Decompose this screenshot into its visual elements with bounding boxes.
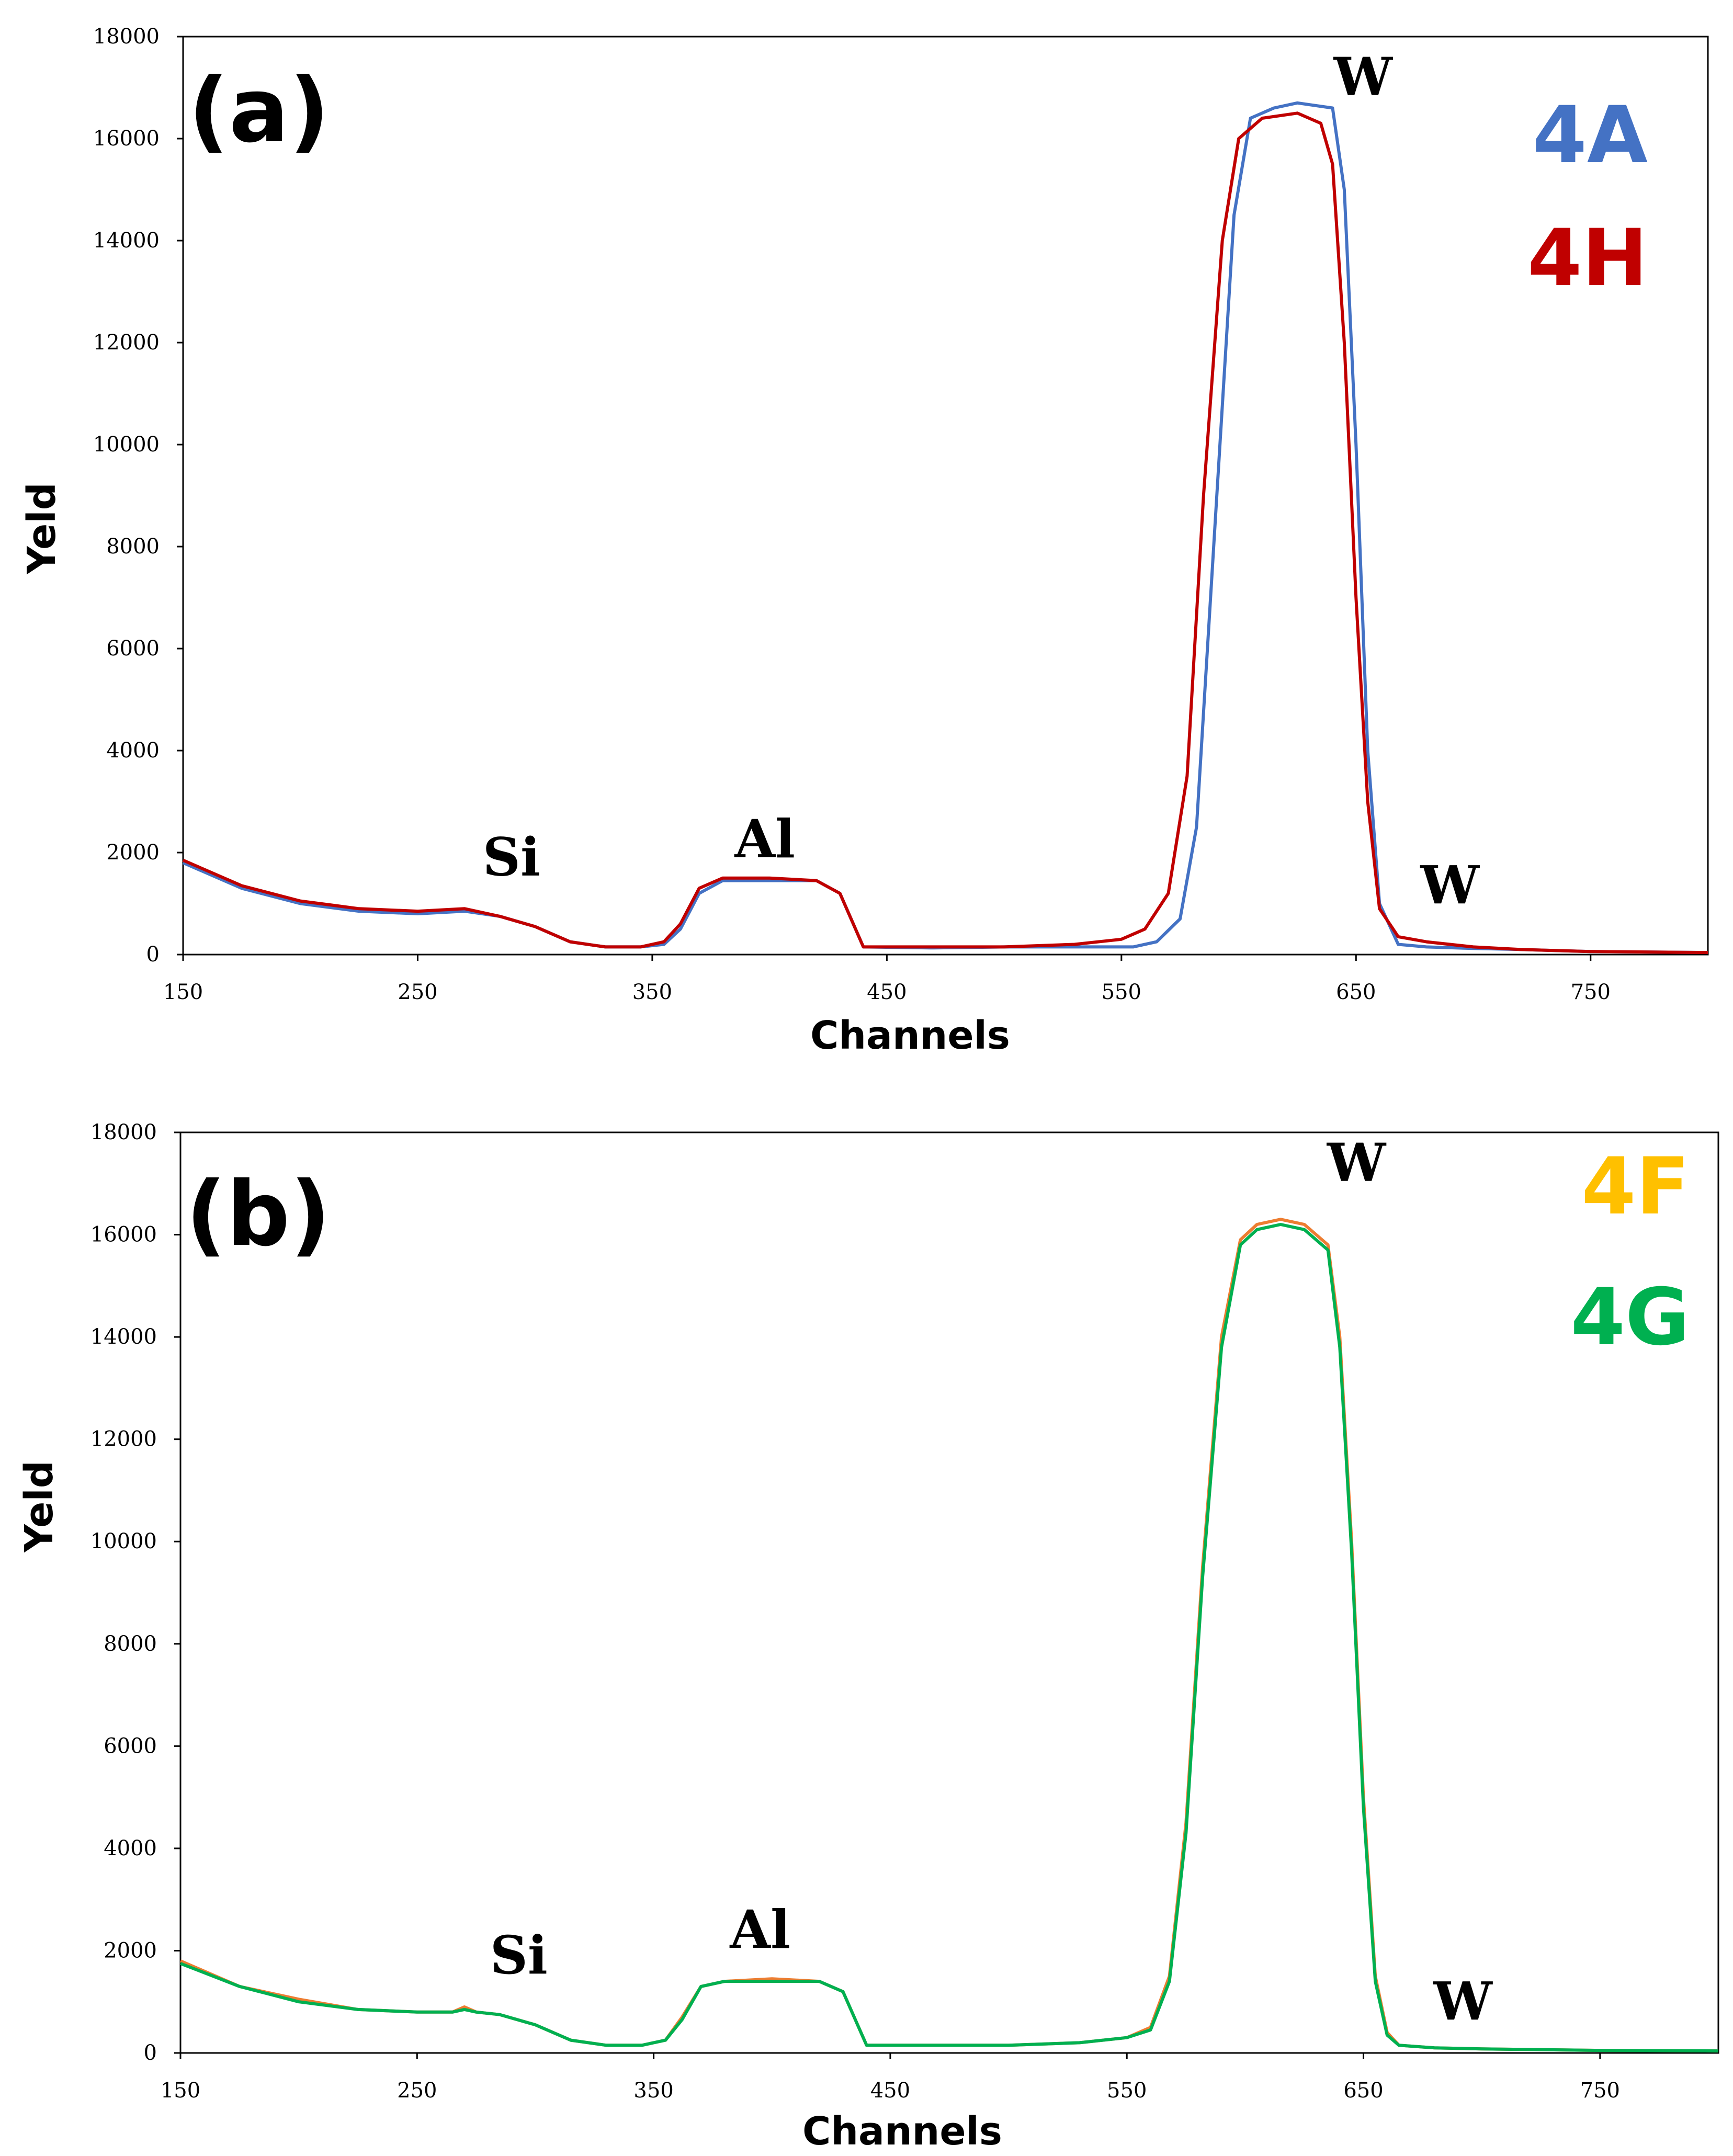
x-tick-label: 450: [867, 980, 907, 1004]
annotations: Si Al W W: [490, 1131, 1493, 2032]
plot-frame: [179, 1131, 1719, 2054]
x-tick-label: 150: [163, 980, 203, 1004]
y-axis-title: Yeld: [19, 482, 64, 574]
element-label-w: W: [1333, 46, 1394, 108]
panel-label: (a): [188, 59, 330, 163]
x-tick-label: 550: [1107, 2079, 1147, 2103]
y-tick-label: 16000: [93, 127, 160, 151]
y-tick-label: 18000: [90, 1120, 157, 1144]
y-tick-label: 12000: [93, 331, 160, 355]
x-tick-label: 650: [1343, 2079, 1383, 2103]
series-lines: [182, 101, 1708, 955]
x-tick-label: 450: [870, 2079, 910, 2103]
y-axis-title: Yeld: [17, 1460, 62, 1552]
y-tick-label: 14000: [90, 1325, 157, 1349]
element-label-al: Al: [729, 1899, 790, 1960]
series-lines: [179, 1218, 1719, 2053]
element-label-w: W: [1433, 1970, 1493, 2032]
x-tick-label: 250: [398, 980, 437, 1004]
y-tick-label: 18000: [93, 25, 160, 49]
element-label-si: Si: [490, 1924, 548, 1986]
x-tick-label: 750: [1580, 2079, 1620, 2103]
chart-panel-b: 0 2000 4000 6000 8000 10000 12000 14000 16000 180…: [17, 1120, 1719, 2154]
series-line-4A: [182, 101, 1708, 955]
y-tick-label: 16000: [90, 1223, 157, 1247]
element-label-si: Si: [483, 826, 540, 888]
y-tick-label: 0: [144, 2041, 157, 2065]
x-tick-label: 650: [1336, 980, 1376, 1004]
y-tick-label: 8000: [106, 535, 160, 559]
y-tick-label: 0: [146, 943, 160, 967]
x-tick-label: 350: [633, 2079, 673, 2103]
y-tick-label: 4000: [104, 1836, 157, 1860]
y-tick-label: 4000: [106, 739, 160, 763]
y-tick-label: 10000: [93, 433, 160, 457]
series-line-4F: [179, 1218, 1719, 2053]
x-axis-ticks: 150 250 350 450 550 650 750: [161, 2053, 1620, 2103]
y-tick-label: 8000: [104, 1632, 157, 1656]
series-line-4G: [179, 1223, 1719, 2053]
y-tick-label: 2000: [104, 1938, 157, 1962]
legend-label-4F: 4F: [1581, 1141, 1690, 1232]
chart-panel-a: 0 2000 4000 6000 8000 10000 12000 14000 16000 180…: [19, 25, 1709, 1058]
panel-label: (b): [186, 1163, 331, 1266]
x-tick-label: 250: [397, 2079, 437, 2103]
legend-label-4G: 4G: [1571, 1272, 1690, 1363]
y-tick-label: 2000: [106, 841, 160, 865]
y-tick-label: 10000: [90, 1529, 157, 1553]
y-axis-ticks: 0 2000 4000 6000 8000 10000 12000 14000 16000 180…: [93, 25, 183, 967]
annotations: Si Al W W: [483, 46, 1480, 916]
y-tick-label: 14000: [93, 229, 160, 253]
element-label-w: W: [1327, 1131, 1387, 1193]
x-axis-title: Channels: [802, 2109, 1002, 2154]
plot-frame: [182, 36, 1709, 956]
y-tick-label: 6000: [104, 1734, 157, 1758]
element-label-al: Al: [734, 808, 795, 870]
x-tick-label: 750: [1571, 980, 1611, 1004]
y-tick-label: 12000: [90, 1427, 157, 1451]
legend-label-4H: 4H: [1527, 213, 1648, 304]
series-line-4H: [182, 111, 1708, 955]
x-axis-title: Channels: [810, 1013, 1010, 1058]
y-tick-label: 6000: [106, 637, 160, 661]
x-tick-label: 550: [1102, 980, 1141, 1004]
x-axis-ticks: 150 250 350 450 550 650 750: [163, 955, 1611, 1004]
legend-label-4A: 4A: [1533, 90, 1648, 181]
x-tick-label: 150: [161, 2079, 200, 2103]
y-axis-ticks: 0 2000 4000 6000 8000 10000 12000 14000 16000 180…: [90, 1120, 180, 2065]
element-label-w: W: [1420, 854, 1480, 916]
x-tick-label: 350: [632, 980, 672, 1004]
